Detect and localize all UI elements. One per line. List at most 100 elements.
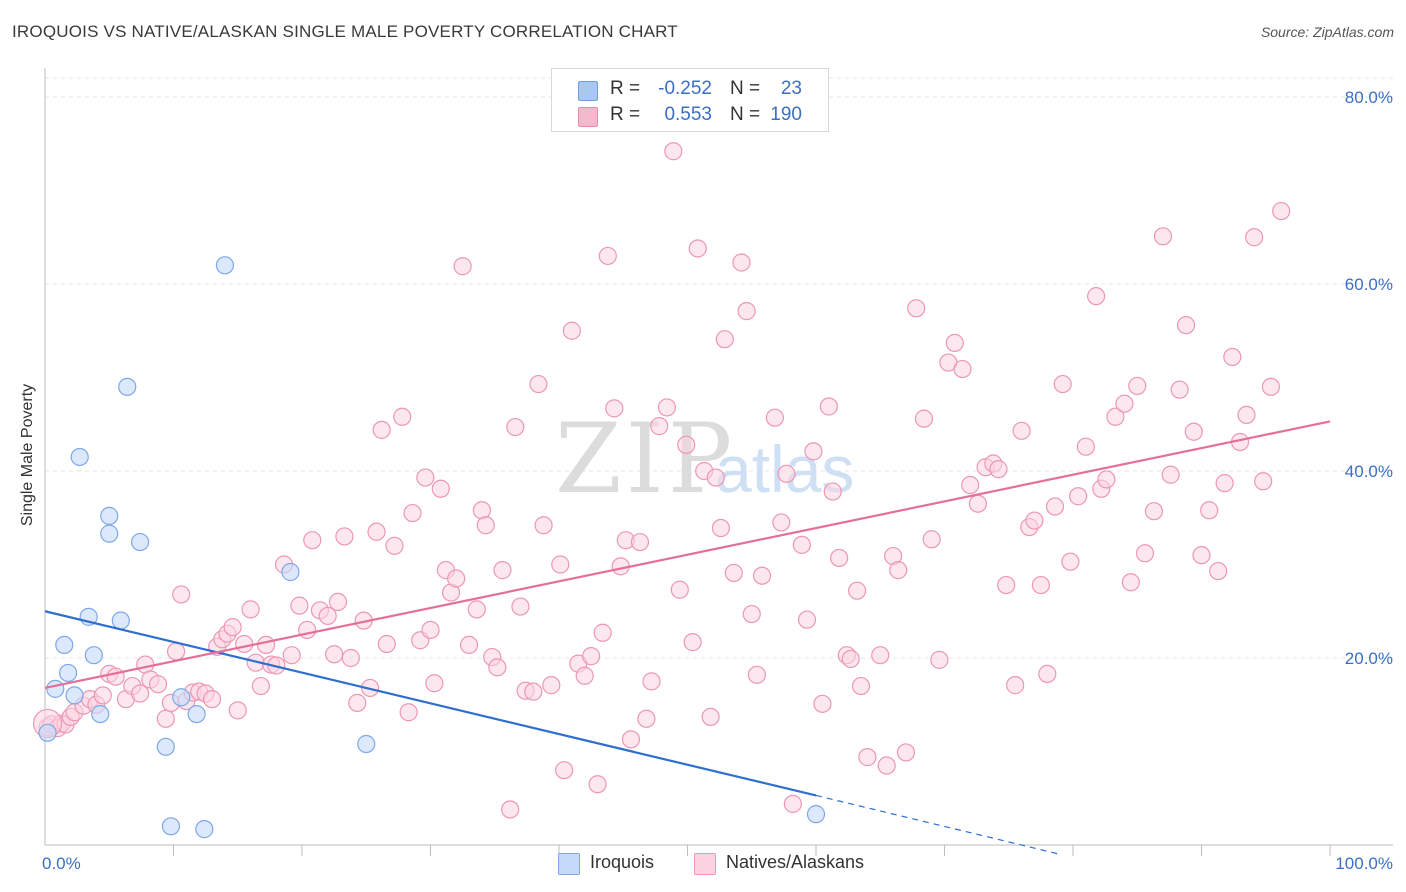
data-point-natives — [1031, 575, 1050, 595]
legend-r-label: R = — [610, 78, 641, 99]
data-point-natives — [813, 694, 832, 713]
data-point-natives — [588, 775, 607, 794]
data-point-natives — [797, 610, 817, 629]
data-point-natives — [472, 501, 491, 520]
data-point-natives — [593, 623, 612, 642]
data-point-natives — [1209, 561, 1228, 581]
data-point-natives — [997, 575, 1016, 595]
bottom-legend-swatch-natives — [694, 853, 716, 875]
data-point-natives — [677, 435, 696, 454]
data-point-natives — [1045, 497, 1065, 516]
data-point-natives — [575, 666, 594, 685]
data-point-natives — [732, 253, 751, 272]
data-point-natives — [1121, 573, 1140, 592]
data-point-natives — [431, 479, 450, 498]
data-point-natives — [106, 667, 125, 686]
data-point-natives — [529, 374, 548, 394]
data-point-natives — [551, 555, 570, 574]
series-natives-alaskans — [32, 142, 1291, 819]
data-point-natives — [1254, 472, 1273, 491]
data-point-natives — [130, 684, 150, 703]
data-point-natives — [914, 409, 934, 428]
data-point-natives — [922, 530, 941, 549]
data-point-natives — [416, 468, 435, 487]
data-point-iroquois — [59, 663, 78, 683]
data-point-iroquois — [84, 646, 103, 665]
data-point-natives — [524, 682, 543, 701]
data-point-natives — [453, 257, 472, 276]
trend-line-iroquois-extension — [815, 794, 1061, 855]
data-point-natives — [582, 647, 601, 666]
data-point-natives — [747, 665, 766, 684]
legend-n-label: N = — [730, 78, 761, 99]
data-point-natives — [1069, 487, 1088, 506]
data-point-natives — [848, 581, 867, 600]
data-point-iroquois — [195, 820, 214, 839]
data-point-iroquois — [215, 256, 234, 275]
data-point-natives — [335, 527, 354, 546]
data-point-natives — [447, 569, 466, 588]
data-point-natives — [683, 633, 702, 652]
data-point-natives — [348, 693, 367, 712]
data-point-natives — [945, 333, 964, 353]
data-point-natives — [1245, 228, 1264, 247]
data-point-natives — [1061, 552, 1080, 571]
legend-row-iroquois: R = -0.252 N = 23 — [552, 77, 828, 103]
data-point-natives — [467, 600, 486, 619]
data-point-natives — [792, 535, 811, 554]
y-tick-label: 40.0% — [1345, 462, 1393, 481]
data-point-natives — [202, 690, 222, 709]
series-iroquois — [38, 256, 826, 839]
data-point-natives — [670, 580, 689, 599]
data-point-natives — [851, 676, 871, 696]
data-point-natives — [642, 672, 661, 691]
data-point-natives — [1223, 347, 1242, 367]
data-point-natives — [1115, 394, 1134, 413]
legend-swatch-natives — [578, 107, 598, 127]
data-point-iroquois — [111, 611, 130, 630]
data-point-iroquois — [46, 679, 65, 698]
data-point-natives — [804, 442, 823, 461]
data-point-natives — [377, 634, 396, 654]
gridlines — [45, 77, 1393, 659]
data-point-natives — [621, 730, 641, 749]
data-point-natives — [223, 618, 242, 637]
data-point-natives — [235, 634, 254, 654]
data-point-natives — [1097, 470, 1116, 489]
data-point-natives — [399, 703, 418, 722]
data-point-natives — [823, 482, 842, 501]
data-point-natives — [1237, 405, 1256, 424]
data-point-natives — [715, 330, 734, 349]
data-point-natives — [968, 494, 988, 513]
legend-r-label: R = — [610, 104, 641, 125]
data-point-natives — [1170, 380, 1189, 399]
data-point-natives — [476, 516, 495, 535]
data-point-iroquois — [806, 805, 826, 824]
legend-n-value: 23 — [780, 78, 802, 99]
data-point-natives — [1161, 465, 1180, 484]
data-point-natives — [1215, 474, 1234, 493]
data-point-natives — [777, 464, 796, 483]
data-point-natives — [256, 635, 276, 655]
data-point-natives — [657, 398, 677, 417]
data-point-natives — [650, 417, 669, 436]
data-point-natives — [737, 302, 756, 321]
data-point-natives — [425, 674, 444, 693]
data-point-natives — [630, 532, 650, 552]
data-point-iroquois — [65, 686, 84, 705]
data-point-natives — [858, 748, 877, 767]
data-point-natives — [241, 600, 260, 619]
legend-n-label: N = — [730, 104, 761, 125]
data-point-natives — [555, 761, 574, 780]
chart-title: IROQUOIS VS NATIVE/ALASKAN SINGLE MALE P… — [12, 22, 678, 41]
data-point-iroquois — [281, 562, 300, 582]
data-point-natives — [1144, 502, 1164, 521]
data-point-natives — [303, 531, 322, 550]
data-point-natives — [385, 536, 404, 555]
x-tick-label: 100.0% — [1335, 854, 1393, 873]
chart-source: Source: ZipAtlas.com — [1260, 24, 1394, 40]
x-tick-label: 0.0% — [42, 854, 81, 873]
data-point-natives — [598, 246, 617, 266]
bottom-legend-label: Iroquois — [590, 852, 655, 872]
